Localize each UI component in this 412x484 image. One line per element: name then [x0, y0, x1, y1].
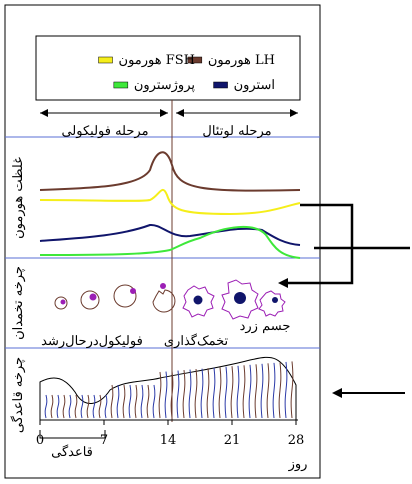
tick-label: 14	[160, 433, 177, 448]
legend-label: پروژسترون	[134, 78, 196, 93]
gland	[75, 395, 77, 418]
gland	[129, 385, 131, 418]
gland	[141, 385, 143, 418]
gland	[63, 395, 65, 418]
gland	[195, 369, 197, 418]
gland	[51, 395, 53, 418]
menstruation-bracket	[40, 430, 105, 438]
arrow-head	[278, 278, 288, 288]
gland	[99, 395, 101, 418]
fsh-curve	[40, 190, 300, 214]
gland	[81, 395, 83, 418]
gland	[189, 370, 191, 418]
gland	[135, 385, 137, 418]
gland	[123, 385, 125, 418]
axis-unit: روز	[288, 457, 308, 472]
follicles	[55, 280, 285, 319]
legend-label: هورمون FSH	[119, 53, 195, 68]
gland	[291, 361, 293, 418]
gland	[201, 369, 203, 418]
estrogen-curve	[40, 225, 300, 245]
tick-label: 21	[224, 433, 241, 448]
gland	[237, 366, 239, 418]
menstruation-label: قاعدگی	[51, 444, 93, 460]
gland	[159, 372, 161, 418]
legend-swatch	[114, 82, 128, 88]
gland	[225, 367, 227, 418]
gland	[231, 366, 233, 418]
endometrium	[40, 357, 296, 420]
legend-label: استرون	[234, 78, 275, 93]
gland	[45, 395, 47, 418]
tick-label: 7	[100, 433, 108, 448]
diagram: مرحله فولیکولی مرحله لوتئال غلظت هورمون …	[0, 0, 412, 484]
gland	[177, 371, 179, 418]
gland	[117, 385, 119, 418]
gland	[243, 365, 245, 418]
gland	[93, 395, 95, 418]
glands	[45, 361, 293, 418]
gland	[249, 365, 251, 418]
ovary-label: جسم زرد	[240, 319, 291, 334]
gland	[207, 368, 209, 418]
legend-swatch	[99, 57, 113, 63]
luteal-label: مرحله لوتئال	[202, 124, 271, 139]
gland	[153, 385, 155, 418]
legend-swatch	[214, 82, 228, 88]
ovary-label: فولیکول‌درحال‌رشد	[41, 334, 143, 349]
gland	[255, 364, 257, 418]
tick-label: 28	[288, 433, 305, 448]
gland	[111, 385, 113, 418]
gland	[261, 364, 263, 418]
gland	[279, 362, 281, 418]
gland	[69, 395, 71, 418]
gland	[183, 370, 185, 418]
legend: هورمون LH هورمون FSH استرون پروژسترون	[99, 53, 275, 93]
lh-curve	[40, 152, 300, 190]
panel-label: چرخه تخمدان	[11, 266, 26, 340]
ovary-label: تخمک‌گذاری	[164, 333, 229, 349]
gland	[219, 367, 221, 418]
gland	[87, 395, 89, 418]
panel-label: چرخه قاعدگی	[10, 357, 26, 433]
gland	[57, 395, 59, 418]
gland	[105, 395, 107, 418]
gland	[267, 363, 269, 418]
gland	[285, 362, 287, 418]
arrow-head	[332, 388, 342, 398]
legend-label: هورمون LH	[208, 53, 275, 68]
gland	[273, 363, 275, 418]
gland	[213, 368, 215, 418]
follicle-cores	[61, 283, 167, 305]
panel-label: غلظت هورمون	[11, 157, 26, 239]
gland	[165, 372, 167, 418]
follicular-label: مرحله فولیکولی	[61, 124, 148, 139]
gland	[147, 385, 149, 418]
